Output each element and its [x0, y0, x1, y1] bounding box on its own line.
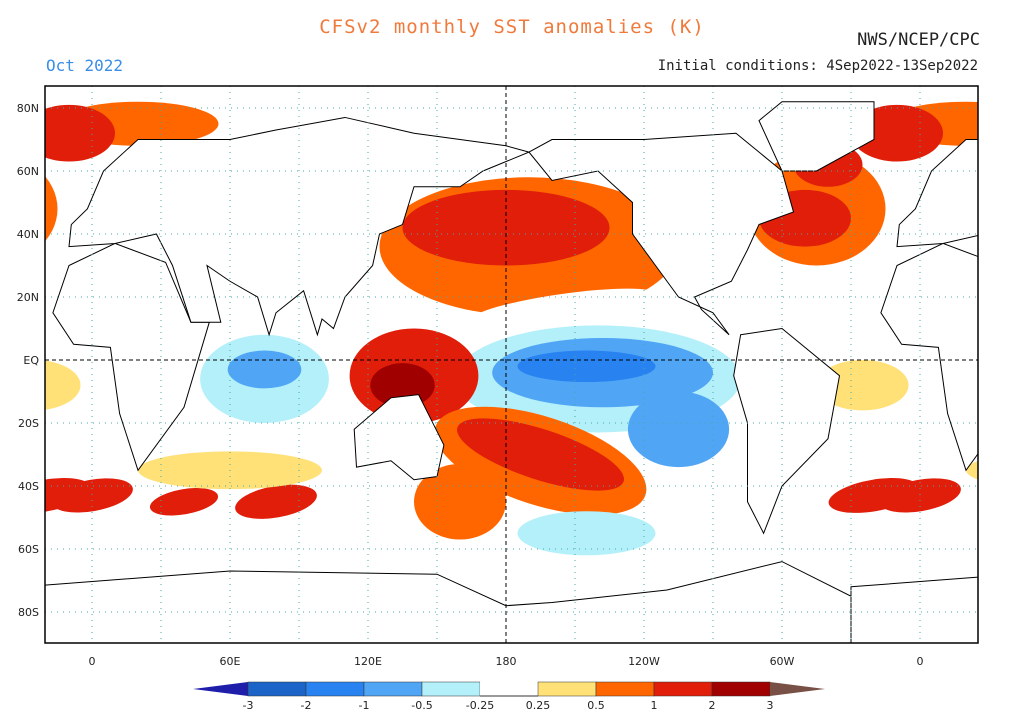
lon-tick-label: 60E: [220, 655, 241, 668]
lon-tick-label: 0: [917, 655, 924, 668]
anomaly-region-south-ocean-warm-4: [45, 478, 92, 513]
land-antarctica: [45, 561, 978, 643]
colorbar-high-arrow: [770, 682, 825, 696]
colorbar-tick-label: 2: [709, 699, 716, 712]
lat-tick-label: EQ: [23, 354, 39, 367]
lat-tick-label: 60S: [18, 543, 39, 556]
anomaly-region-tropical-atlantic-yellow: [816, 360, 909, 411]
land-greenland: [758, 101, 875, 172]
initial-conditions-label: Initial conditions: 4Sep2022-13Sep2022: [657, 58, 978, 74]
map-layer: [45, 86, 1012, 643]
land-africa: [880, 242, 978, 472]
colorbar-swatch: [653, 681, 713, 697]
land-africa: [52, 242, 210, 472]
anomaly-region-black-sea-cold: [989, 217, 1012, 233]
land-eurasia: [68, 116, 531, 337]
colorbar-tick-label: -0.5: [411, 699, 432, 712]
anomaly-region-subtropical-gap: [472, 288, 655, 325]
colorbar-tick-label: -3: [243, 699, 254, 712]
anomaly-region-south-ocean-warm-2: [977, 487, 978, 516]
colorbar-tick-label: -2: [301, 699, 312, 712]
valid-month-label: Oct 2022: [46, 56, 124, 75]
lat-tick-label: 60N: [17, 165, 39, 178]
land-north-america: [528, 132, 795, 336]
anomaly-region-south-ocean-warm-2: [149, 487, 219, 516]
lon-tick-label: 120E: [354, 655, 382, 668]
land-antarctica: [850, 576, 978, 643]
colorbar-tick-label: 3: [767, 699, 774, 712]
anomaly-region-south-ocean-warm-3: [235, 484, 317, 519]
anomaly-region-south-ocean-warm-4: [828, 478, 920, 513]
colorbar-low-arrow: [193, 682, 248, 696]
lon-tick-label: 60W: [770, 655, 795, 668]
anomaly-region-south-pacific-warm: [457, 418, 624, 491]
anomaly-region-pacific-cold-core: [517, 350, 656, 383]
lon-tick-label: 0: [89, 655, 96, 668]
anomaly-region-indian-cold-core: [227, 350, 302, 389]
lon-tick-label: 180: [496, 655, 517, 668]
lat-tick-label: 80N: [17, 102, 39, 115]
anomaly-region-arctic-warm-america: [45, 104, 115, 162]
colorbar-tick-label: -1: [359, 699, 370, 712]
map-frame: [44, 85, 979, 644]
land-south-america: [733, 327, 841, 535]
colorbar-swatch: [247, 681, 307, 697]
colorbar-swatch: [711, 681, 771, 697]
lon-tick-label: 120W: [628, 655, 660, 668]
colorbar-swatch: [537, 681, 597, 697]
anomaly-region-se-pacific-cold: [627, 391, 730, 468]
colorbar-tick-label: -0.25: [466, 699, 494, 712]
map-title: CFSv2 monthly SST anomalies (K): [319, 16, 705, 38]
colorbar-swatch: [305, 681, 365, 697]
anomaly-region-north-atlantic-warm-envelope: [45, 176, 58, 242]
colorbar-swatch: [421, 681, 481, 697]
lat-tick-label: 40S: [18, 480, 39, 493]
anomaly-region-s-pacific-cold: [517, 511, 656, 556]
colorbar-tick-label: 1: [651, 699, 658, 712]
colorbar-swatch: [480, 682, 538, 696]
anomaly-region-tropical-atlantic-yellow: [45, 360, 81, 410]
land-eurasia: [896, 139, 978, 248]
lat-tick-label: 20S: [18, 417, 39, 430]
lat-tick-label: 40N: [17, 228, 39, 241]
colorbar: -3 -2 -1 -0.5 -0.25 0.25 0.5 1 2 3: [193, 681, 825, 712]
colorbar-swatch: [363, 681, 423, 697]
colorbar-tick-label: 0.5: [587, 699, 605, 712]
lat-tick-label: 20N: [17, 291, 39, 304]
colorbar-swatch: [595, 681, 655, 697]
colorbar-tick-label: 0.25: [526, 699, 551, 712]
agency-label: NWS/NCEP/CPC: [857, 30, 980, 50]
lat-tick-label: 80S: [18, 606, 39, 619]
